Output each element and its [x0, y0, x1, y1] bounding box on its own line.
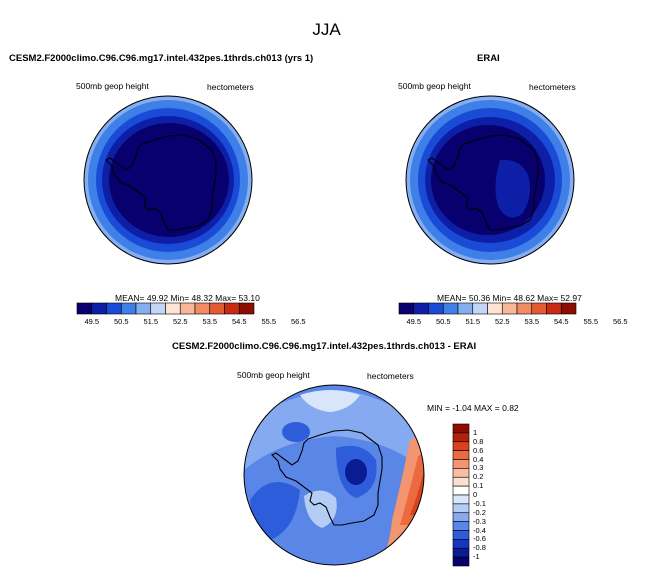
- diff-colorbar-tick-label: -0.4: [473, 525, 486, 535]
- model-colorbar-tick-label: 52.5: [172, 317, 188, 326]
- obs-stats: MEAN= 50.36 Min= 48.62 Max= 52.97: [437, 293, 582, 303]
- obs-colorbar-tick-label: 50.5: [435, 317, 451, 326]
- obs-map: [405, 95, 575, 265]
- diff-colorbar-swatch: [452, 459, 470, 469]
- diff-colorbar-tick-label: -0.6: [473, 534, 486, 544]
- model-stats: MEAN= 49.92 Min= 48.32 Max= 53.10: [115, 293, 260, 303]
- obs-colorbar-tick-label: 49.5: [406, 317, 422, 326]
- model-colorbar-tick-label: 54.5: [231, 317, 247, 326]
- diff-colorbar-tick-label: -0.8: [473, 543, 486, 553]
- diff-colorbar-swatch: [452, 512, 470, 522]
- diff-colorbar-swatch: [452, 556, 470, 567]
- model-colorbar-tick-label: 55.5: [261, 317, 277, 326]
- model-colorbar-swatch: [224, 302, 240, 315]
- diff-colorbar-swatch: [452, 521, 470, 531]
- model-panel-title: CESM2.F2000climo.C96.C96.mg17.intel.432p…: [9, 53, 314, 64]
- diff-colorbar-swatch: [452, 539, 470, 549]
- diff-colorbar-swatch: [452, 423, 470, 434]
- obs-colorbar-tick-label: 54.5: [553, 317, 569, 326]
- diff-colorbar-swatch: [452, 485, 470, 496]
- diff-colorbar-swatch: [452, 547, 470, 558]
- model-colorbar-tick-label: 49.5: [84, 317, 100, 326]
- model-units-label: hectometers: [207, 82, 254, 92]
- obs-variable-label: 500mb geop height: [398, 81, 471, 91]
- obs-colorbar-swatch: [531, 302, 547, 315]
- obs-colorbar-swatch: [501, 302, 518, 315]
- model-colorbar-swatch: [150, 302, 166, 315]
- model-colorbar-swatch: [120, 302, 137, 315]
- diff-colorbar-swatch: [452, 432, 470, 443]
- obs-units-label: hectometers: [529, 82, 576, 92]
- model-colorbar-swatch: [179, 302, 196, 315]
- diff-colorbar-tick-label: 1: [473, 427, 478, 437]
- obs-colorbar-tick-label: 51.5: [465, 317, 481, 326]
- diff-colorbar-swatch: [452, 530, 470, 540]
- model-colorbar: [76, 302, 255, 315]
- diff-colorbar-tick-label: 0.2: [473, 472, 484, 482]
- diff-panel-title: CESM2.F2000climo.C96.C96.mg17.intel.432p…: [172, 341, 477, 352]
- model-colorbar-swatch: [91, 302, 107, 315]
- diff-colorbar-tick-label: 0.4: [473, 454, 484, 464]
- obs-colorbar-tick-label: 52.5: [494, 317, 510, 326]
- diff-colorbar-swatch: [452, 450, 470, 460]
- model-colorbar-swatch: [76, 302, 93, 315]
- obs-panel-title: ERAI: [477, 53, 500, 64]
- diff-colorbar-tick-label: -0.1: [473, 498, 486, 508]
- obs-colorbar-tick-label: 56.5: [612, 317, 628, 326]
- obs-colorbar-tick-label: 53.5: [524, 317, 540, 326]
- obs-colorbar-swatch: [472, 302, 488, 315]
- obs-colorbar-swatch: [546, 302, 562, 315]
- obs-colorbar-swatch: [487, 302, 503, 315]
- obs-colorbar-swatch: [442, 302, 459, 315]
- model-colorbar-swatch: [238, 302, 255, 315]
- diff-colorbar-swatch: [452, 476, 470, 487]
- diff-colorbar-tick-label: 0.8: [473, 436, 484, 446]
- model-colorbar-swatch: [209, 302, 225, 315]
- diff-colorbar-swatch: [452, 468, 470, 478]
- diff-colorbar-swatch: [452, 494, 470, 505]
- diff-units-label: hectometers: [367, 371, 414, 381]
- model-colorbar-tick-label: 56.5: [290, 317, 306, 326]
- model-colorbar-swatch: [135, 302, 152, 315]
- diff-colorbar: [452, 423, 470, 567]
- obs-colorbar-swatch: [428, 302, 444, 315]
- diff-colorbar-swatch: [452, 441, 470, 451]
- obs-colorbar-swatch: [560, 302, 577, 315]
- diff-colorbar-swatch: [452, 503, 470, 514]
- obs-colorbar-swatch: [457, 302, 474, 315]
- model-colorbar-swatch: [165, 302, 181, 315]
- obs-colorbar-swatch: [413, 302, 429, 315]
- figure-title: JJA: [312, 20, 341, 39]
- model-colorbar-tick-label: 53.5: [202, 317, 218, 326]
- diff-colorbar-tick-label: 0.3: [473, 463, 484, 473]
- diff-colorbar-tick-label: -0.3: [473, 516, 486, 526]
- diff-colorbar-tick-label: 0.6: [473, 445, 484, 455]
- obs-colorbar: [398, 302, 577, 315]
- obs-colorbar-tick-label: 55.5: [583, 317, 599, 326]
- model-colorbar-tick-label: 50.5: [113, 317, 129, 326]
- model-variable-label: 500mb geop height: [76, 81, 149, 91]
- diff-stats: MIN = -1.04 MAX = 0.82: [427, 403, 519, 413]
- diff-colorbar-tick-label: -1: [473, 552, 480, 562]
- diff-colorbar-tick-label: 0: [473, 490, 478, 499]
- model-colorbar-tick-label: 51.5: [143, 317, 159, 326]
- diff-colorbar-tick-label: -0.2: [473, 507, 486, 517]
- obs-colorbar-swatch: [398, 302, 415, 315]
- model-map: [83, 95, 253, 265]
- diff-variable-label: 500mb geop height: [237, 370, 310, 380]
- obs-colorbar-swatch: [516, 302, 533, 315]
- model-colorbar-swatch: [194, 302, 211, 315]
- model-colorbar-swatch: [106, 302, 122, 315]
- diff-colorbar-tick-label: 0.1: [473, 481, 484, 491]
- diff-map: [243, 384, 425, 566]
